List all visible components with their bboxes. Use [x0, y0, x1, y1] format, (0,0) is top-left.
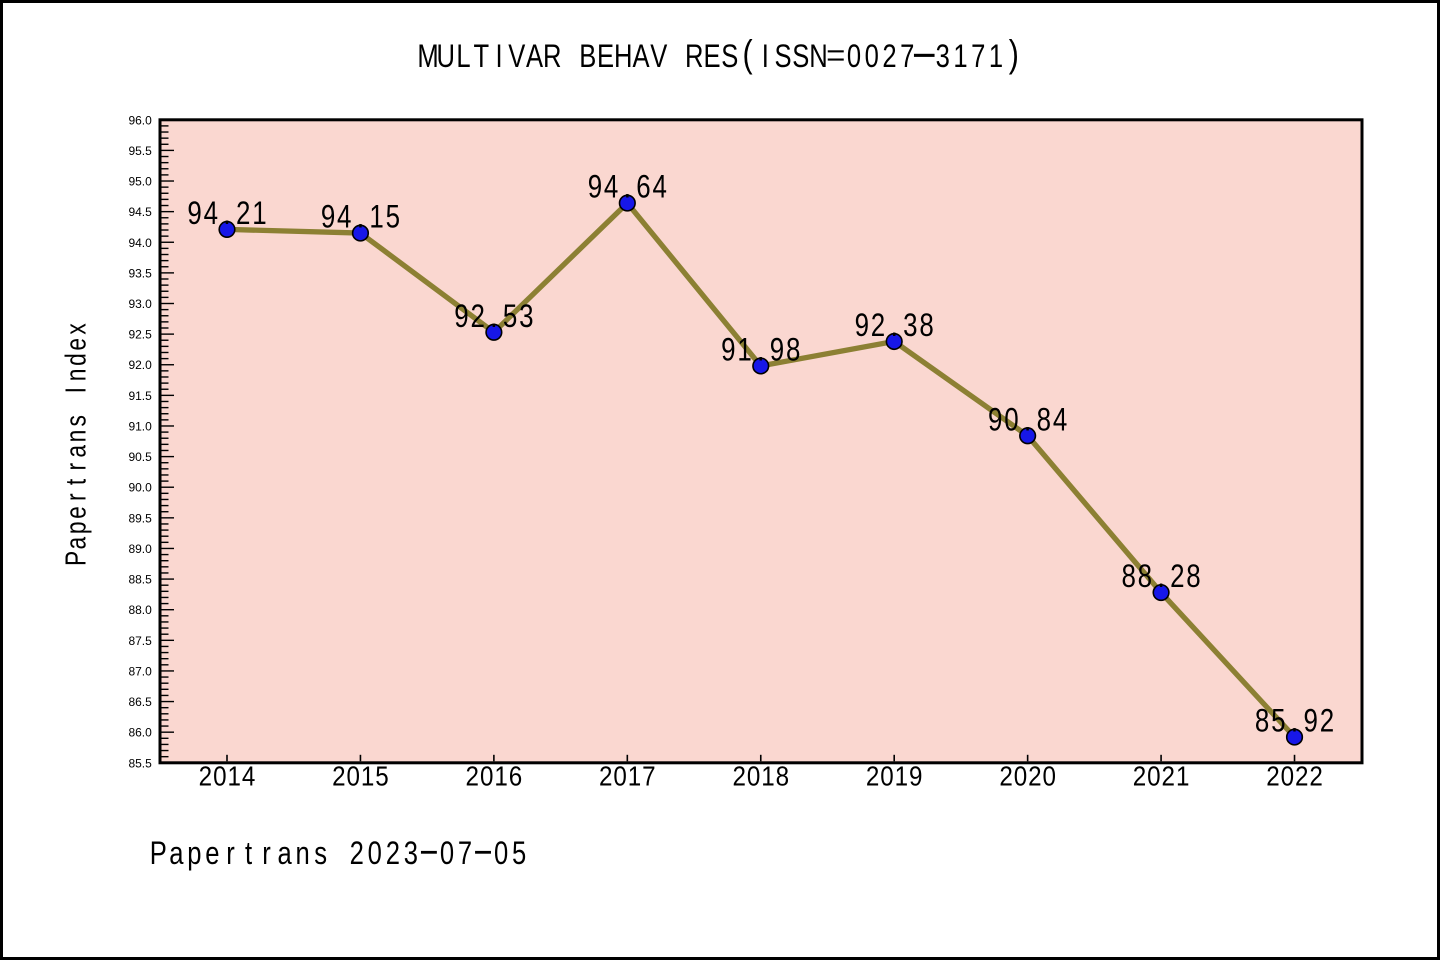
svg-text:(: ( — [742, 33, 753, 75]
svg-text:89.5: 89.5 — [128, 511, 152, 525]
svg-text:2014: 2014 — [199, 762, 256, 792]
svg-text:2017: 2017 — [599, 762, 656, 792]
svg-text:94.5: 94.5 — [128, 205, 152, 219]
svg-text:2016: 2016 — [466, 762, 523, 792]
svg-text:2021: 2021 — [1133, 762, 1190, 792]
svg-text:93.0: 93.0 — [128, 297, 152, 311]
svg-text:92.53: 92.53 — [454, 299, 533, 334]
svg-text:90.84: 90.84 — [988, 403, 1067, 438]
svg-text:92.38: 92.38 — [855, 309, 934, 344]
svg-text:86.5: 86.5 — [128, 695, 152, 709]
svg-text:92.5: 92.5 — [128, 328, 152, 342]
svg-text:2015: 2015 — [332, 762, 389, 792]
svg-text:2018: 2018 — [732, 762, 789, 792]
svg-text:94.15: 94.15 — [321, 200, 400, 235]
svg-text:90.5: 90.5 — [128, 450, 152, 464]
svg-text:93.5: 93.5 — [128, 266, 152, 280]
svg-text:85.5: 85.5 — [128, 756, 152, 770]
svg-text:94.21: 94.21 — [187, 197, 266, 232]
svg-text:2019: 2019 — [866, 762, 923, 792]
svg-text:85.92: 85.92 — [1255, 704, 1334, 739]
svg-text:95.5: 95.5 — [128, 144, 152, 158]
svg-text:87.5: 87.5 — [128, 634, 152, 648]
svg-text:94.64: 94.64 — [588, 170, 667, 205]
svg-text:91.98: 91.98 — [721, 333, 800, 368]
svg-text:89.0: 89.0 — [128, 542, 152, 556]
svg-text:92.0: 92.0 — [128, 358, 152, 372]
svg-text:MULTIVAR BEHAV RES ISSN 0027 3: MULTIVAR BEHAV RES ISSN 0027 3171 — [417, 39, 1003, 74]
svg-text:88.0: 88.0 — [128, 603, 152, 617]
svg-text:96.0: 96.0 — [128, 113, 152, 127]
svg-text:2020: 2020 — [999, 762, 1056, 792]
svg-text:): ) — [1009, 33, 1019, 75]
svg-text:Papertrans 2023 07 05: Papertrans 2023 07 05 — [150, 837, 526, 872]
svg-text:88.28: 88.28 — [1121, 560, 1200, 595]
svg-text:95.0: 95.0 — [128, 175, 152, 189]
svg-text:2022: 2022 — [1266, 762, 1323, 792]
svg-text:91.5: 91.5 — [128, 389, 152, 403]
svg-text:91.0: 91.0 — [128, 419, 152, 433]
svg-text:86.0: 86.0 — [128, 726, 152, 740]
svg-text:90.0: 90.0 — [128, 481, 152, 495]
svg-text:94.0: 94.0 — [128, 236, 152, 250]
svg-text:88.5: 88.5 — [128, 573, 152, 587]
svg-text:87.0: 87.0 — [128, 664, 152, 678]
